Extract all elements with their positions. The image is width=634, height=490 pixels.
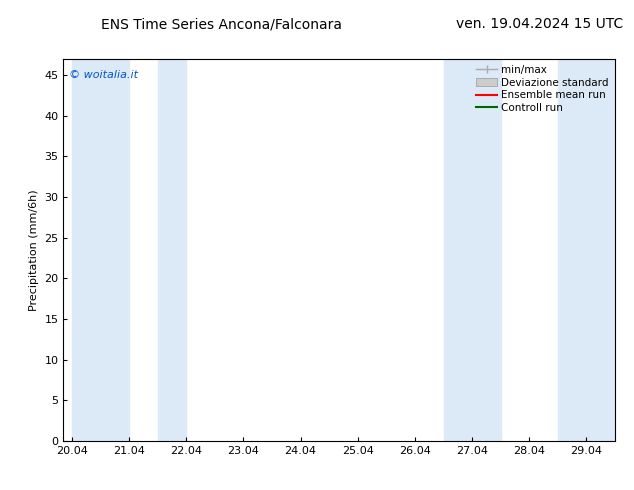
Bar xyxy=(444,59,501,441)
Bar xyxy=(558,59,615,441)
Legend: min/max, Deviazione standard, Ensemble mean run, Controll run: min/max, Deviazione standard, Ensemble m… xyxy=(472,61,613,117)
Bar xyxy=(158,59,186,441)
Text: © woitalia.it: © woitalia.it xyxy=(69,70,138,80)
Y-axis label: Precipitation (mm/6h): Precipitation (mm/6h) xyxy=(29,189,39,311)
Text: ven. 19.04.2024 15 UTC: ven. 19.04.2024 15 UTC xyxy=(456,17,624,31)
Text: ENS Time Series Ancona/Falconara: ENS Time Series Ancona/Falconara xyxy=(101,17,342,31)
Bar xyxy=(72,59,129,441)
